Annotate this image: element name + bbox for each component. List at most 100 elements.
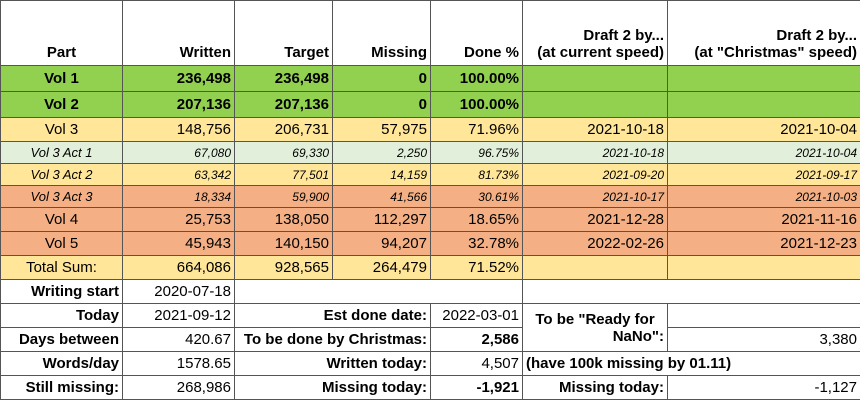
value-cell <box>667 65 860 92</box>
summary-row: Days between 420.67 To be done by Christ… <box>0 327 860 352</box>
value: 2020-07-18 <box>122 279 235 304</box>
header-cell: Done % <box>430 0 523 66</box>
header-line: (at "Christmas" speed) <box>694 44 857 61</box>
value-cell <box>522 255 668 280</box>
value-cell: 2,250 <box>332 141 431 164</box>
value-cell: 2021-12-28 <box>522 207 668 232</box>
part-cell: Vol 5 <box>0 231 123 256</box>
header-cell: Written <box>122 0 235 66</box>
summary-row: Writing start 2020-07-18 <box>0 279 860 304</box>
label: Missing today: <box>234 375 431 400</box>
spreadsheet: Part Written Target Missing Done % Draft… <box>0 0 860 400</box>
value-cell: 264,479 <box>332 255 431 280</box>
summary-row: Still missing: 268,986 Missing today: -1… <box>0 375 860 400</box>
value: 420.67 <box>122 327 235 352</box>
value-cell: 41,566 <box>332 185 431 208</box>
part-cell: Vol 1 <box>0 65 123 92</box>
value-cell: 0 <box>332 91 431 118</box>
header-cell: Part <box>0 0 123 66</box>
value-cell: 0 <box>332 65 431 92</box>
value-cell: 59,900 <box>234 185 333 208</box>
data-row: Vol 3 Act 1 67,080 69,330 2,250 96.75% 2021-1… <box>0 141 860 164</box>
part-cell: Vol 3 Act 1 <box>0 141 123 164</box>
label: To be "Ready for NaNo": <box>522 303 668 352</box>
value-cell: 236,498 <box>234 65 333 92</box>
part-cell: Vol 3 Act 3 <box>0 185 123 208</box>
value-cell: 30.61% <box>430 185 523 208</box>
label: Days between <box>0 327 123 352</box>
header-line: Draft 2 by... <box>583 27 664 44</box>
part-cell: Vol 2 <box>0 91 123 118</box>
data-row: Vol 4 25,753 138,050 112,297 18.65% 2021-12-2… <box>0 207 860 232</box>
value-cell: 140,150 <box>234 231 333 256</box>
data-row: Vol 1 236,498 236,498 0 100.00% <box>0 65 860 92</box>
label: Still missing: <box>0 375 123 400</box>
value: 3,380 <box>667 327 860 352</box>
part-cell: Vol 3 <box>0 117 123 142</box>
value-cell: 18.65% <box>430 207 523 232</box>
label-line: To be "Ready for <box>535 310 655 328</box>
value-cell: 2021-10-18 <box>522 141 668 164</box>
value-cell: 2021-10-04 <box>667 141 860 164</box>
header-cell: Missing <box>332 0 431 66</box>
value: 1578.65 <box>122 351 235 376</box>
value-cell: 2021-11-16 <box>667 207 860 232</box>
value-cell: 236,498 <box>122 65 235 92</box>
value-cell: 112,297 <box>332 207 431 232</box>
value-cell <box>667 91 860 118</box>
value-cell: 69,330 <box>234 141 333 164</box>
value-cell <box>522 91 668 118</box>
value-cell: 2021-09-20 <box>522 163 668 186</box>
value-cell: 94,207 <box>332 231 431 256</box>
value-cell: 207,136 <box>122 91 235 118</box>
value-cell: 664,086 <box>122 255 235 280</box>
data-row: Vol 3 Act 3 18,334 59,900 41,566 30.61% 2021-… <box>0 185 860 208</box>
value-cell: 71.52% <box>430 255 523 280</box>
value-cell: 77,501 <box>234 163 333 186</box>
data-row: Total Sum: 664,086 928,565 264,479 71.52% <box>0 255 860 280</box>
blank <box>234 279 523 304</box>
label: Words/day <box>0 351 123 376</box>
value-cell: 81.73% <box>430 163 523 186</box>
value-cell: 2021-09-17 <box>667 163 860 186</box>
value-cell: 18,334 <box>122 185 235 208</box>
header-cell: Draft 2 by... (at current speed) <box>522 0 668 66</box>
header-row: Part Written Target Missing Done % Draft… <box>0 0 860 66</box>
value-cell: 148,756 <box>122 117 235 142</box>
label: Writing start <box>0 279 123 304</box>
value-cell: 2021-10-18 <box>522 117 668 142</box>
value-cell: 2021-12-23 <box>667 231 860 256</box>
value-cell: 2021-10-03 <box>667 185 860 208</box>
header-cell: Draft 2 by... (at "Christmas" speed) <box>667 0 860 66</box>
value-cell: 63,342 <box>122 163 235 186</box>
label: To be done by Christmas: <box>234 327 431 352</box>
value-cell <box>522 65 668 92</box>
summary-row: Words/day 1578.65 Written today: 4,507 (… <box>0 351 860 376</box>
value: 4,507 <box>430 351 523 376</box>
data-row: Vol 5 45,943 140,150 94,207 32.78% 2022-02-26… <box>0 231 860 256</box>
label: Written today: <box>234 351 431 376</box>
header-line: Draft 2 by... <box>776 27 857 44</box>
value: 268,986 <box>122 375 235 400</box>
value-cell: 100.00% <box>430 65 523 92</box>
data-row: Vol 2 207,136 207,136 0 100.00% <box>0 91 860 118</box>
value-cell: 96.75% <box>430 141 523 164</box>
value-cell: 207,136 <box>234 91 333 118</box>
value-cell: 71.96% <box>430 117 523 142</box>
value-cell: 25,753 <box>122 207 235 232</box>
part-cell: Total Sum: <box>0 255 123 280</box>
value: 2022-03-01 <box>430 303 523 328</box>
value-cell: 206,731 <box>234 117 333 142</box>
value-cell: 57,975 <box>332 117 431 142</box>
header-line: (at current speed) <box>537 44 664 61</box>
value-cell <box>667 255 860 280</box>
blank <box>522 279 860 304</box>
value: 2,586 <box>430 327 523 352</box>
value-cell: 2022-02-26 <box>522 231 668 256</box>
value-cell: 67,080 <box>122 141 235 164</box>
data-row: Vol 3 148,756 206,731 57,975 71.96% 2021-10-1… <box>0 117 860 142</box>
note: (have 100k missing by 01.11) <box>522 351 860 376</box>
value-cell: 138,050 <box>234 207 333 232</box>
value-cell: 928,565 <box>234 255 333 280</box>
